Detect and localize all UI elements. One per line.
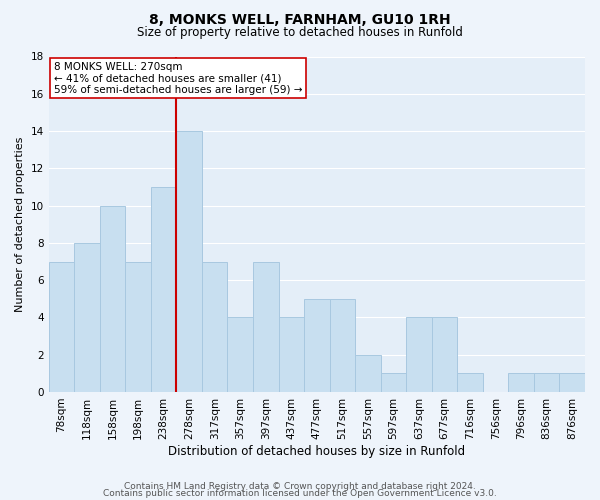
X-axis label: Distribution of detached houses by size in Runfold: Distribution of detached houses by size …: [168, 444, 466, 458]
Bar: [74, 243, 100, 392]
Bar: [355, 354, 380, 392]
Bar: [508, 374, 534, 392]
Bar: [227, 318, 253, 392]
Text: 8 MONKS WELL: 270sqm
← 41% of detached houses are smaller (41)
59% of semi-detac: 8 MONKS WELL: 270sqm ← 41% of detached h…: [54, 62, 302, 94]
Bar: [380, 374, 406, 392]
Bar: [176, 131, 202, 392]
Bar: [304, 299, 329, 392]
Bar: [329, 299, 355, 392]
Bar: [432, 318, 457, 392]
Bar: [100, 206, 125, 392]
Y-axis label: Number of detached properties: Number of detached properties: [15, 136, 25, 312]
Text: Contains HM Land Registry data © Crown copyright and database right 2024.: Contains HM Land Registry data © Crown c…: [124, 482, 476, 491]
Text: Size of property relative to detached houses in Runfold: Size of property relative to detached ho…: [137, 26, 463, 39]
Bar: [457, 374, 483, 392]
Bar: [125, 262, 151, 392]
Bar: [534, 374, 559, 392]
Bar: [278, 318, 304, 392]
Bar: [406, 318, 432, 392]
Bar: [151, 187, 176, 392]
Bar: [202, 262, 227, 392]
Bar: [559, 374, 585, 392]
Bar: [49, 262, 74, 392]
Text: Contains public sector information licensed under the Open Government Licence v3: Contains public sector information licen…: [103, 489, 497, 498]
Text: 8, MONKS WELL, FARNHAM, GU10 1RH: 8, MONKS WELL, FARNHAM, GU10 1RH: [149, 12, 451, 26]
Bar: [253, 262, 278, 392]
